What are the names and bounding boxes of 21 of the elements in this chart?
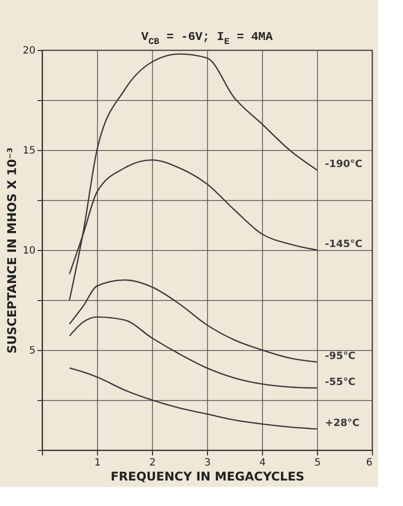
line-series	[68, 279, 318, 363]
series-label: -95°C	[325, 351, 356, 362]
line-series	[68, 53, 318, 301]
y-tick-label: 10	[22, 246, 36, 256]
series-label: -190°C	[325, 159, 362, 170]
x-tick-label: 1	[94, 458, 101, 468]
series-label: -55°C	[325, 377, 356, 388]
x-axis-title: FREQUENCY IN MEGACYCLES	[110, 470, 304, 484]
series-label: -145°C	[325, 239, 362, 250]
x-tick-label: 4	[259, 458, 266, 468]
y-tick-label: 5	[29, 346, 36, 356]
x-tick-label: 5	[314, 458, 321, 468]
x-tick-label: 2	[149, 458, 156, 468]
x-tick-label: 3	[204, 458, 211, 468]
line-series	[68, 316, 318, 389]
line-series	[68, 367, 318, 430]
y-axis-title: SUSCEPTANCE IN MHOS X 10⁻³	[4, 147, 19, 354]
series-label: +28°C	[325, 418, 360, 429]
x-tick-label: 6	[366, 458, 372, 468]
y-tick-label: 20	[22, 46, 36, 56]
y-tick-label: 15	[22, 146, 36, 156]
